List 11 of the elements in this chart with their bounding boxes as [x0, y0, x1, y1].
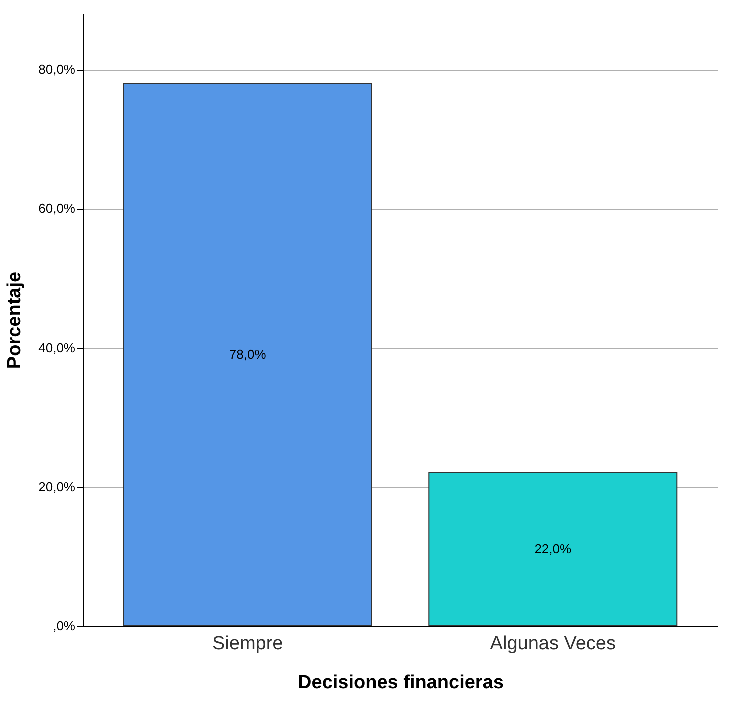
y-tick-label: 60,0%	[38, 201, 76, 216]
y-tick-label: ,0%	[53, 618, 76, 634]
x-tick-label: Siempre	[212, 634, 284, 654]
y-tick-label: 40,0%	[38, 340, 76, 356]
y-axis-title: Porcentaje	[4, 272, 26, 370]
x-tick-label: Algunas Veces	[490, 634, 616, 654]
x-axis-title: Decisiones financieras	[298, 672, 504, 694]
data-label: 22,0%	[534, 542, 572, 556]
y-tick-label: 80,0%	[38, 62, 76, 78]
y-tick-label: 20,0%	[38, 479, 76, 494]
data-label: 78,0%	[229, 346, 267, 362]
